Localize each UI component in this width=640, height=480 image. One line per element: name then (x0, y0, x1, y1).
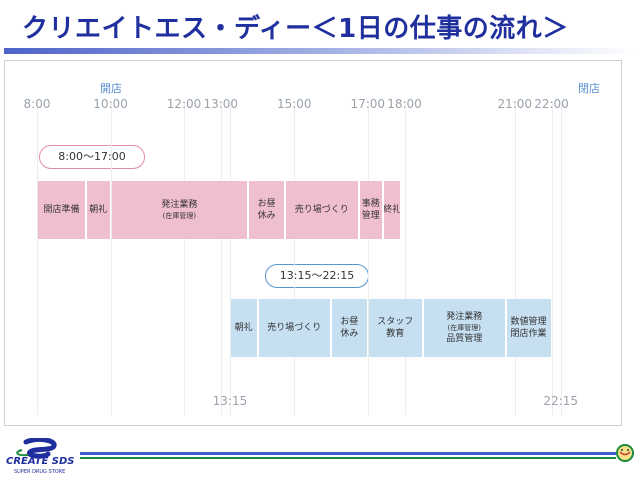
task-label: 売り場づくり (267, 323, 322, 333)
shift-b-task: お昼 休み (332, 299, 367, 357)
task-label: 発注業務 (446, 311, 483, 322)
shift-a-range-pill: 8:00〜17:00 (39, 145, 145, 169)
gridline (560, 101, 562, 415)
shift-b-task: 発注業務 (在庫管理) 品質管理 (423, 299, 505, 357)
schedule-panel: 開店 閉店 8:00〜17:00 13:15〜22:15 8:00 10:00 12… (4, 60, 622, 426)
shift-a-task: 開店準備 (38, 181, 85, 239)
task-label: 休み (257, 211, 276, 221)
task-sublabel: (在庫管理) (162, 212, 197, 220)
hour-label: 22:00 (534, 97, 569, 111)
task-label: 数値管理 (510, 317, 547, 327)
shift-a-task: お昼 休み (249, 181, 285, 239)
shift-a-task: 発注業務 (在庫管理) (111, 181, 248, 239)
gridline (514, 101, 516, 415)
logo-text: CREATE SDS (6, 456, 75, 467)
gridline (551, 101, 553, 415)
create-sds-logo-icon (16, 438, 57, 459)
task-label: お昼 (340, 317, 359, 327)
bottom-time-label: 13:15 (212, 394, 248, 408)
task-label: お昼 (257, 199, 276, 209)
task-label: 管理 (361, 211, 380, 221)
close-label: 閉店 (578, 82, 600, 95)
gridline (367, 101, 369, 415)
open-label: 開店 (100, 82, 122, 95)
task-label: 終礼 (384, 205, 401, 215)
gridline (37, 101, 38, 415)
gridline (220, 101, 222, 415)
logo-subtext: SUPER DRUG STORE (14, 469, 66, 475)
shift-b-range-pill: 13:15〜22:15 (265, 264, 369, 288)
hour-label: 18:00 (387, 97, 422, 111)
hour-label: 17:00 (350, 97, 386, 111)
task-label: 教育 (386, 329, 405, 339)
footer-line-blue (80, 452, 616, 455)
task-label: 事務 (361, 199, 380, 209)
gridline (294, 101, 296, 415)
gridline (184, 101, 185, 415)
task-label: 休み (340, 329, 359, 339)
task-label: スタッフ (377, 317, 414, 327)
shift-a-task: 朝礼 (87, 181, 110, 239)
task-label: 発注業務 (161, 200, 198, 210)
hour-label: 15:00 (276, 97, 312, 111)
bottom-time-label: 22:15 (543, 394, 578, 408)
title-rule (4, 48, 636, 54)
shift-a-task: 事務 管理 (359, 181, 383, 239)
task-label: 売り場づくり (294, 205, 349, 215)
mascot-icon (616, 444, 634, 462)
gridline (110, 101, 112, 415)
shift-b-task: 朝礼 (230, 299, 257, 357)
task-label: 朝礼 (234, 323, 253, 333)
task-label: 開店準備 (43, 205, 80, 215)
shift-b-task: 売り場づくり (258, 299, 330, 357)
hour-label: 12:00 (166, 97, 202, 111)
shift-a-task: 売り場づくり (286, 181, 358, 239)
hour-label: 13:00 (203, 97, 239, 111)
footer-line-green (80, 457, 616, 459)
task-label: 朝礼 (89, 205, 108, 215)
gridline (229, 101, 231, 415)
task-label: 閉店作業 (510, 329, 547, 339)
page-title: クリエイトエス・ディー＜1日の仕事の流れ＞ (22, 14, 569, 44)
shift-a-task: 終礼 (384, 181, 401, 239)
task-sublabel: (在庫管理) (447, 323, 481, 332)
task-label: 品質管理 (446, 333, 483, 344)
hour-label: 21:00 (497, 97, 533, 111)
hour-label: 10:00 (93, 97, 128, 111)
hour-label: 8:00 (23, 97, 51, 111)
shift-b-task: スタッフ 教育 (368, 299, 422, 357)
shift-b-task: 数値管理 閉店作業 (506, 299, 551, 357)
gridline (404, 101, 406, 415)
